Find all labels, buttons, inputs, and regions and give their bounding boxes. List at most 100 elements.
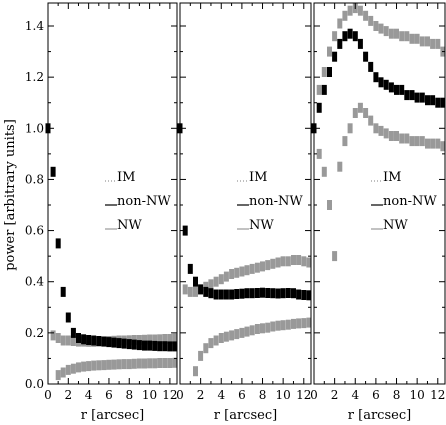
data-point [213,276,219,287]
data-point [306,317,312,328]
data-point [152,358,158,369]
x-tick-label: 0 [44,388,52,402]
x-tick-label: 8 [259,388,267,402]
data-point [260,261,265,272]
data-point [136,335,142,345]
data-point [70,336,76,346]
data-point [321,166,327,177]
data-point [239,327,245,338]
data-point [275,257,281,268]
data-point [265,288,271,298]
data-point [157,358,163,368]
data-point [440,141,446,152]
data-point [147,334,153,345]
data-point [378,125,384,136]
data-point [60,335,66,346]
data-point [229,269,235,279]
data-point [55,238,61,249]
x-tick-label: 0 [176,388,184,402]
x-axis-label: r [arcsec] [348,408,411,423]
data-point [404,90,410,101]
data-point [142,334,147,345]
data-point [342,31,348,42]
data-point [404,31,410,42]
data-point [106,337,112,348]
series-non-nw [177,123,312,301]
data-point [296,318,302,329]
y-axis-label: power [arbitrary units] [3,119,18,271]
data-point [76,333,81,343]
data-point [249,325,255,336]
data-point [162,358,168,368]
panel-frame [179,2,312,385]
data-point [270,288,276,299]
x-tick-label: 4 [85,388,93,402]
data-point [337,161,343,172]
data-point [430,95,436,106]
legend-label: NW [383,218,408,233]
data-point [327,200,332,210]
data-point [373,21,379,31]
data-point [419,136,425,147]
panel-1: 0 2 4 6 8 10 12 0.0 0.2 0.4 0.6 0.8 1.0 1.2 1.4 r [arcs… [25,2,178,423]
data-point [285,319,291,330]
data-point [285,256,291,267]
data-point [260,323,265,334]
data-point [306,257,312,268]
data-point [378,23,384,34]
legend-label: NW [249,218,274,233]
data-point [239,288,245,299]
data-point [157,341,163,352]
data-point [91,335,97,346]
data-point [270,321,276,332]
data-point [218,289,224,300]
data-point [254,262,260,273]
data-point [388,28,394,39]
data-point [270,258,276,269]
data-point [409,33,415,44]
data-point [218,274,224,285]
data-point [167,341,173,352]
data-point [193,366,198,377]
data-point [147,358,153,369]
data-point [172,341,178,352]
x-tick-label: 10 [410,388,425,402]
x-axis-label: r [arcsec] [81,408,144,423]
data-point [223,271,229,282]
data-point [388,82,394,93]
data-point [208,279,214,290]
data-point [388,131,394,141]
x-tick-label: 10 [142,388,157,402]
x-tick-label: 8 [393,388,401,402]
data-point [337,38,343,49]
data-point [152,340,158,351]
data-point [65,335,71,346]
data-point [363,10,369,21]
data-point [260,287,265,298]
data-point [116,359,122,370]
data-point [363,108,369,118]
data-point [157,334,163,345]
data-point [316,102,322,113]
panel-2: 0 2 4 6 8 10 12 r [arcsec] IM non-NW NW [176,2,312,423]
legend-label: IM [117,170,135,185]
data-point [86,335,92,345]
data-point [167,334,173,344]
data-point [131,358,137,369]
data-point [126,339,132,350]
data-point [301,256,307,267]
data-point [136,340,142,351]
data-point [352,31,358,42]
data-point [198,350,204,361]
data-point [265,322,271,333]
y-tick-label: 0.2 [25,326,44,340]
data-point [106,359,112,370]
data-point [208,338,214,349]
data-point [316,148,322,159]
data-point [172,357,178,368]
data-point [291,318,296,329]
data-point [419,36,425,47]
data-point [332,31,338,42]
data-point [50,330,56,341]
data-point [116,338,122,349]
